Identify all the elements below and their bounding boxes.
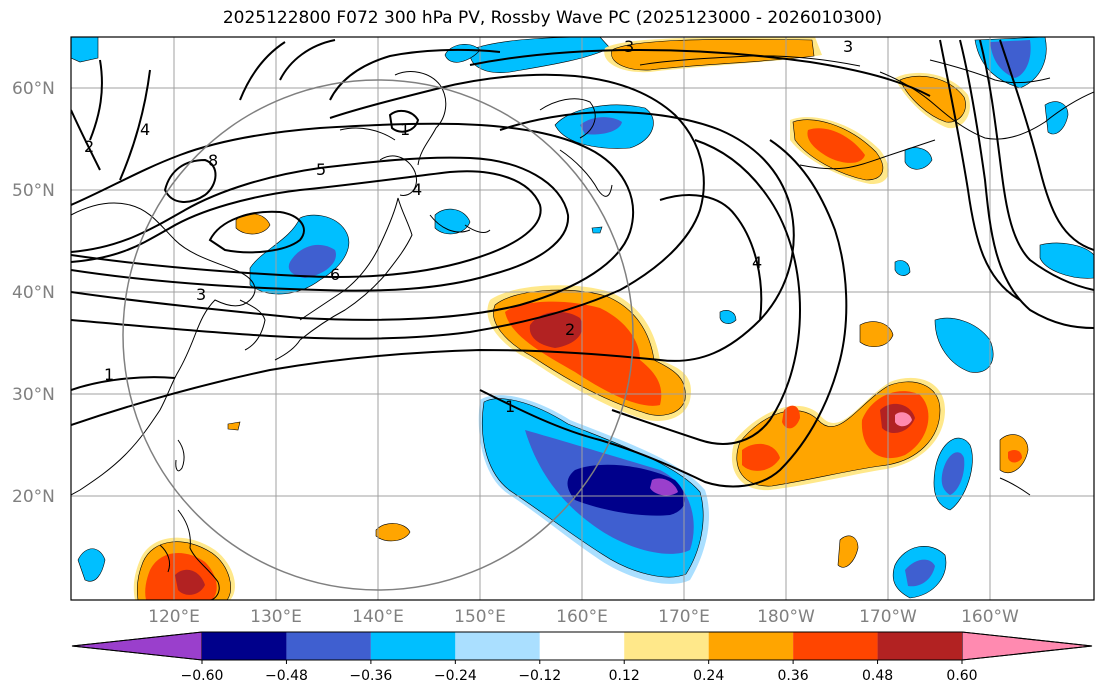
colorbar-tick-label: −0.36: [349, 668, 392, 684]
lon-label: 150°E: [454, 607, 506, 627]
colorbar-segment: [370, 632, 456, 660]
colorbar-segment: [708, 632, 794, 660]
colorbar-segment: [877, 632, 962, 660]
contour-label: 2: [565, 320, 575, 339]
latitude-labels: 60°N 50°N 40°N 30°N 20°N: [12, 79, 55, 507]
contour-label: 4: [140, 120, 150, 139]
colorbar-tick-label: 0.36: [778, 668, 809, 684]
lat-label: 50°N: [12, 181, 55, 201]
lat-label: 40°N: [12, 283, 55, 303]
lon-label: 160°E: [556, 607, 608, 627]
graticule: [71, 37, 1094, 600]
lat-label: 20°N: [12, 487, 55, 507]
colorbar-segment: [455, 632, 540, 660]
colorbar-segment: [624, 632, 709, 660]
contour-label: 3: [624, 37, 634, 56]
contour-label: 1: [104, 365, 114, 384]
colorbar-tick-label: −0.60: [181, 668, 224, 684]
colorbar-segment: [202, 632, 287, 660]
pv-contours: [71, 39, 1094, 488]
colorbar-tick-label: 0.12: [609, 668, 640, 684]
contour-label: 3: [196, 285, 206, 304]
lat-label: 60°N: [12, 79, 55, 99]
lat-label: 30°N: [12, 385, 55, 405]
colorbar-tick-label: −0.12: [518, 668, 561, 684]
contour-label: 1: [400, 120, 410, 139]
colorbar-extend-min: [71, 631, 203, 661]
colorbar: −0.60 −0.48 −0.36 −0.24 −0.12 0.12 0.24 0.36 0.4…: [71, 631, 1093, 684]
contour-label: 5: [316, 160, 326, 179]
colorbar-segment: [793, 632, 878, 660]
rossby-wave-domain-circle: [122, 79, 634, 591]
lon-label: 170°E: [658, 607, 710, 627]
colorbar-tick-label: 0.48: [862, 668, 893, 684]
lon-label: 130°E: [250, 607, 302, 627]
contour-label: 2: [84, 137, 94, 156]
lon-label: 120°E: [148, 607, 200, 627]
colorbar-segment: [539, 632, 625, 660]
contour-label: 1: [505, 397, 515, 416]
contour-label: 4: [412, 180, 422, 199]
lon-label: 170°W: [859, 607, 917, 627]
contour-label: 4: [752, 253, 762, 272]
lon-label: 140°E: [352, 607, 404, 627]
colorbar-tick-label: 0.60: [946, 668, 977, 684]
colorbar-extend-max: [961, 631, 1093, 661]
lon-label: 160°W: [961, 607, 1019, 627]
contour-labels: 1 1 1 2 2 3 3 3 4 4 4 5 6 8: [84, 37, 853, 416]
map-area: 1 1 1 2 2 3 3 3 4 4 4 5 6 8: [71, 37, 1094, 600]
colorbar-segment: [286, 632, 371, 660]
contour-label: 8: [208, 151, 218, 170]
map-title: 2025122800 F072 300 hPa PV, Rossby Wave …: [222, 8, 883, 28]
colorbar-tick-label: 0.24: [693, 668, 724, 684]
colorbar-tick-label: −0.24: [434, 668, 477, 684]
longitude-labels: 120°E 130°E 140°E 150°E 160°E 170°E 180°…: [148, 607, 1019, 627]
coastlines: [71, 55, 1094, 600]
map-frame: [70, 36, 1095, 601]
contour-label: 6: [330, 265, 340, 284]
contour-label: 3: [843, 37, 853, 56]
colorbar-tick-label: −0.48: [265, 668, 308, 684]
lon-label: 180°W: [757, 607, 815, 627]
